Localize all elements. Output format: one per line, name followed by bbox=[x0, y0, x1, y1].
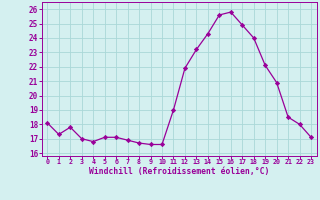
X-axis label: Windchill (Refroidissement éolien,°C): Windchill (Refroidissement éolien,°C) bbox=[89, 167, 269, 176]
